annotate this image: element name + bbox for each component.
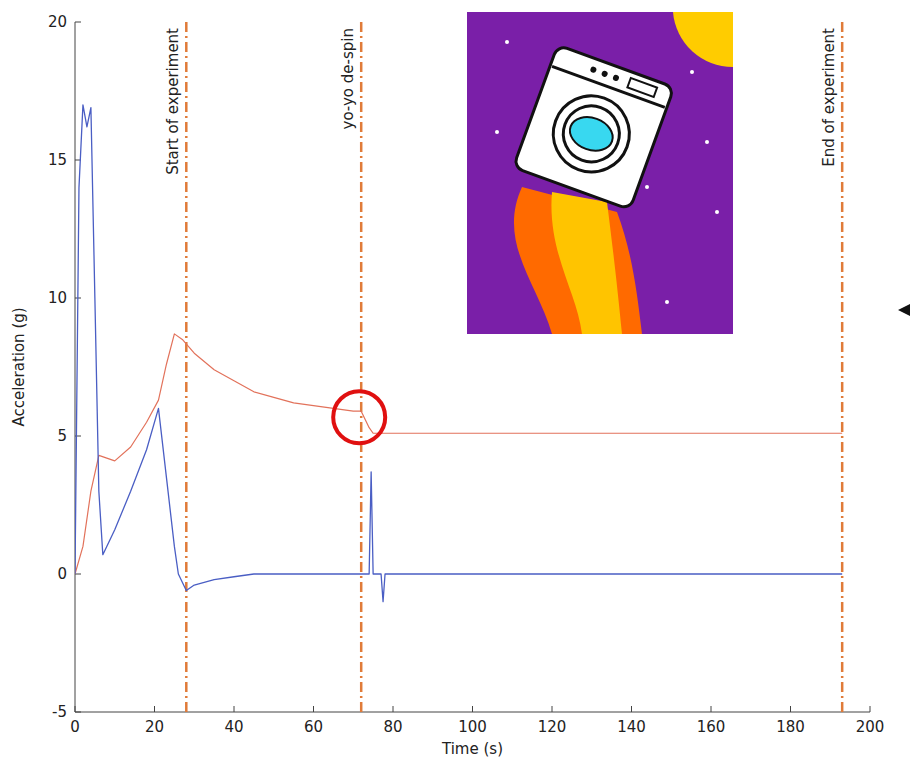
x-tick [472, 706, 473, 712]
x-tick-label: 20 [145, 718, 164, 736]
x-axis-title: Time (s) [441, 740, 503, 758]
cartoon-flame-inner [551, 192, 622, 334]
event-line [360, 22, 363, 712]
highlight-circle [333, 391, 385, 443]
y-tick-label: 20 [48, 13, 67, 31]
cartoon-star [505, 40, 509, 44]
x-tick-label: 200 [856, 718, 885, 736]
x-tick-label: 0 [70, 718, 80, 736]
x-tick-label: 40 [224, 718, 243, 736]
x-tick [711, 706, 712, 712]
machine-body [513, 45, 674, 210]
x-tick-label: 80 [383, 718, 402, 736]
machine-button [612, 74, 620, 82]
y-axis [75, 22, 76, 712]
machine-button [601, 70, 609, 78]
x-tick [154, 706, 155, 712]
event-label: Start of experiment [164, 28, 182, 175]
y-tick [75, 22, 81, 23]
x-tick-label: 160 [697, 718, 726, 736]
cartoon-star [715, 210, 719, 214]
y-tick-label: 0 [57, 565, 67, 583]
cartoon-sun [673, 12, 733, 67]
cartoon [467, 12, 733, 334]
y-tick [75, 712, 81, 713]
cartoon-bg [467, 12, 733, 334]
x-tick [631, 706, 632, 712]
cartoon-star [665, 300, 669, 304]
cartoon-star [705, 140, 709, 144]
event-line [841, 22, 844, 712]
side-arrow [898, 304, 910, 316]
x-tick [552, 706, 553, 712]
series-line [75, 334, 842, 574]
chart: 020406080100120140160180200-505101520Tim… [0, 0, 913, 759]
x-tick [393, 706, 394, 712]
x-tick-label: 180 [776, 718, 805, 736]
y-tick-label: 15 [48, 151, 67, 169]
cartoon-star [495, 130, 499, 134]
cartoon-flame-outer [514, 187, 642, 334]
event-label: End of experiment [820, 28, 838, 167]
x-tick [790, 706, 791, 712]
machine-display [627, 78, 657, 97]
x-tick [870, 706, 871, 712]
cartoon-star [690, 70, 694, 74]
x-tick-label: 100 [458, 718, 487, 736]
cartoon-machine [513, 45, 674, 210]
x-tick-label: 60 [304, 718, 323, 736]
event-label: yo-yo de-spin [339, 28, 357, 129]
machine-window [565, 111, 617, 156]
y-axis-title: Acceleration (g) [10, 307, 28, 426]
y-tick [75, 574, 81, 575]
x-tick [75, 706, 76, 712]
y-tick-label: -5 [52, 703, 67, 721]
y-tick-label: 10 [48, 289, 67, 307]
cartoon-star [645, 185, 649, 189]
x-tick-label: 120 [538, 718, 567, 736]
x-tick [313, 706, 314, 712]
machine-door-ring [555, 98, 627, 170]
machine-door [543, 85, 640, 182]
x-tick [234, 706, 235, 712]
machine-button [590, 66, 598, 74]
y-tick-label: 5 [57, 427, 67, 445]
event-line [185, 22, 188, 712]
x-tick-label: 140 [617, 718, 646, 736]
